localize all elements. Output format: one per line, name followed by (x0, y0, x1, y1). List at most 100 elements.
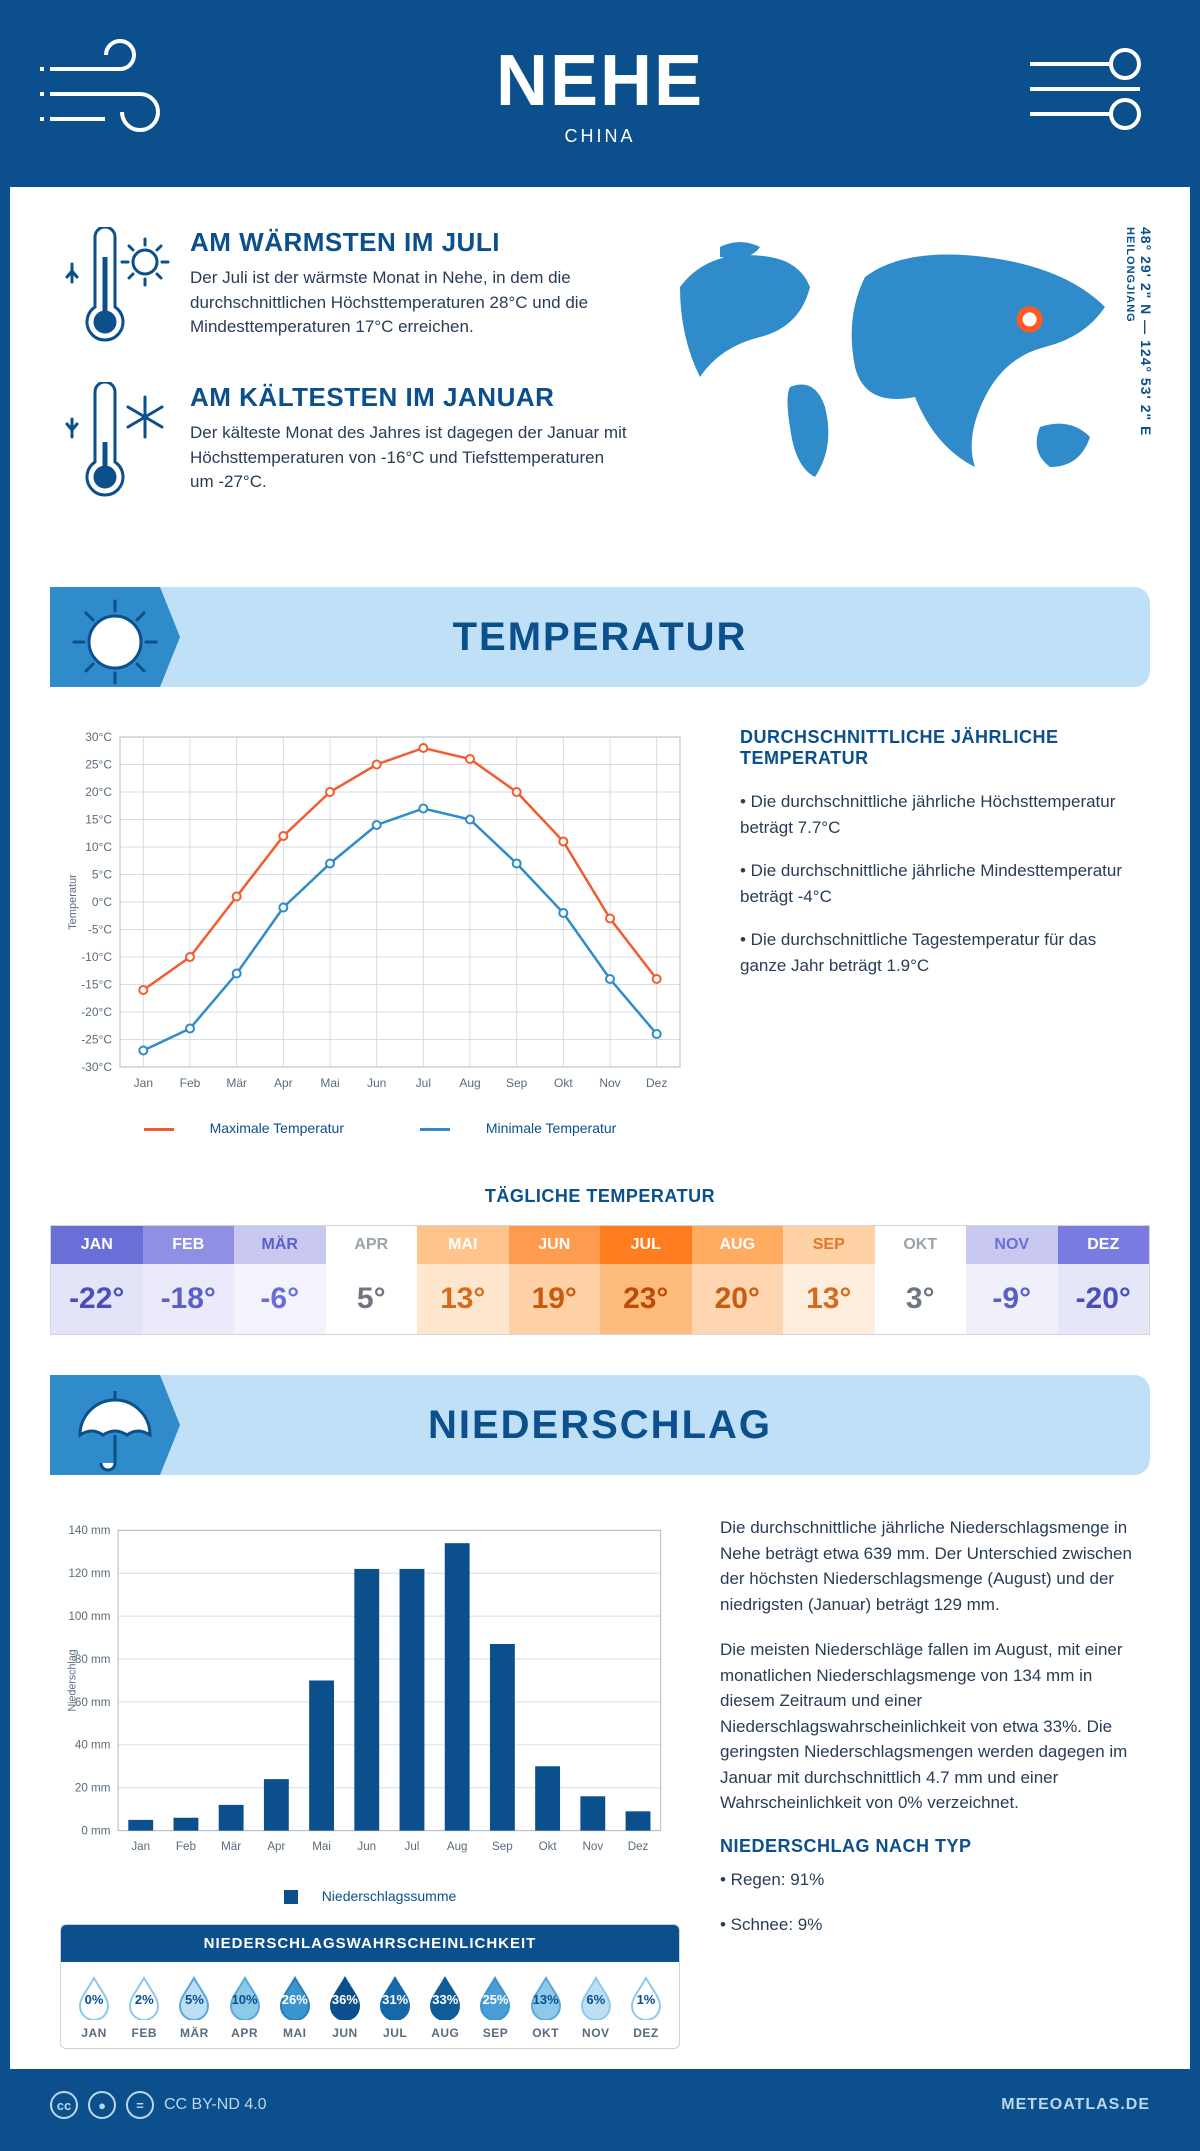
country-subtitle: CHINA (50, 126, 1150, 147)
daily-cell: MAI 13° (417, 1226, 509, 1334)
svg-text:120 mm: 120 mm (68, 1567, 110, 1580)
svg-text:20 mm: 20 mm (75, 1782, 110, 1795)
daily-cell: APR 5° (326, 1226, 418, 1334)
svg-text:Aug: Aug (459, 1076, 480, 1090)
raindrop-icon: 25% (478, 1976, 512, 2020)
svg-text:10°C: 10°C (85, 840, 112, 854)
probability-title: NIEDERSCHLAGSWAHRSCHEINLICHKEIT (61, 1925, 679, 1962)
daily-cell: JUN 19° (509, 1226, 601, 1334)
svg-text:Jul: Jul (405, 1840, 420, 1853)
sun-icon (70, 597, 160, 692)
city-title: NEHE (50, 40, 1150, 122)
raindrop-icon: 13% (529, 1976, 563, 2020)
svg-text:Nov: Nov (599, 1076, 620, 1090)
svg-text:Dez: Dez (628, 1840, 649, 1853)
raindrop-icon: 31% (378, 1976, 412, 2020)
probability-cell: 13% OKT (523, 1976, 569, 2040)
precipitation-banner: NIEDERSCHLAG (50, 1375, 1150, 1475)
license-text: CC BY-ND 4.0 (164, 2096, 267, 2114)
svg-text:20°C: 20°C (85, 785, 112, 799)
daily-temp-strip: JAN -22°FEB -18°MÄR -6°APR 5°MAI 13°JUN … (50, 1225, 1150, 1335)
probability-cell: 25% SEP (472, 1976, 518, 2040)
svg-text:80 mm: 80 mm (75, 1653, 110, 1666)
svg-text:Mai: Mai (320, 1076, 339, 1090)
daily-cell: DEZ -20° (1058, 1226, 1150, 1334)
svg-text:-15°C: -15°C (81, 978, 112, 992)
thermometer-sun-icon (60, 227, 170, 352)
temperature-chart: -30°C-25°C-20°C-15°C-10°C-5°C0°C5°C10°C1… (60, 727, 700, 1136)
warmest-title: AM WÄRMSTEN IM JULI (190, 227, 630, 258)
svg-text:Feb: Feb (176, 1840, 196, 1853)
svg-text:-10°C: -10°C (81, 950, 112, 964)
svg-text:Sep: Sep (506, 1076, 528, 1090)
probability-cell: 5% MÄR (171, 1976, 217, 2040)
svg-text:Dez: Dez (646, 1076, 667, 1090)
key-facts: AM WÄRMSTEN IM JULI Der Juli ist der wär… (60, 227, 630, 537)
license-block: cc ● = CC BY-ND 4.0 (50, 2091, 267, 2119)
coordinates-label: 48° 29' 2" N — 124° 53' 2" E HEILONGJIAN… (1122, 227, 1154, 436)
precipitation-heading: NIEDERSCHLAG (428, 1403, 772, 1448)
svg-text:0 mm: 0 mm (81, 1825, 110, 1838)
temp-bullet: • Die durchschnittliche Tagestemperatur … (740, 927, 1140, 978)
svg-text:15°C: 15°C (85, 813, 112, 827)
precip-type-bullet: • Regen: 91% (720, 1867, 1140, 1893)
umbrella-icon (70, 1385, 160, 1480)
raindrop-icon: 2% (127, 1976, 161, 2020)
by-icon: ● (88, 2091, 116, 2119)
raindrop-icon: 0% (77, 1976, 111, 2020)
probability-cell: 26% MAI (272, 1976, 318, 2040)
daily-cell: JAN -22° (51, 1226, 143, 1334)
warmest-fact: AM WÄRMSTEN IM JULI Der Juli ist der wär… (60, 227, 630, 352)
probability-cell: 33% AUG (422, 1976, 468, 2040)
thermometer-snow-icon (60, 382, 170, 507)
svg-text:25°C: 25°C (85, 758, 112, 772)
svg-text:Jul: Jul (416, 1076, 431, 1090)
svg-text:140 mm: 140 mm (68, 1524, 110, 1537)
coldest-title: AM KÄLTESTEN IM JANUAR (190, 382, 630, 413)
top-info-row: AM WÄRMSTEN IM JULI Der Juli ist der wär… (10, 187, 1190, 567)
svg-text:Feb: Feb (180, 1076, 201, 1090)
precip-type-bullet: • Schnee: 9% (720, 1912, 1140, 1938)
daily-cell: MÄR -6° (234, 1226, 326, 1334)
svg-text:30°C: 30°C (85, 730, 112, 744)
daily-temp-title: TÄGLICHE TEMPERATUR (10, 1186, 1190, 1207)
svg-text:Nov: Nov (582, 1840, 603, 1853)
svg-text:Sep: Sep (492, 1840, 513, 1853)
site-credit: METEOATLAS.DE (1001, 2096, 1150, 2114)
svg-text:Jan: Jan (131, 1840, 150, 1853)
daily-cell: NOV -9° (966, 1226, 1058, 1334)
svg-text:-5°C: -5°C (88, 923, 112, 937)
probability-cell: 2% FEB (121, 1976, 167, 2040)
svg-text:Apr: Apr (267, 1840, 285, 1853)
temperature-heading: TEMPERATUR (453, 615, 748, 660)
precipitation-summary: Die durchschnittliche jährliche Niedersc… (720, 1515, 1140, 2049)
svg-text:100 mm: 100 mm (68, 1610, 110, 1623)
cc-icon: cc (50, 2091, 78, 2119)
daily-cell: JUL 23° (600, 1226, 692, 1334)
daily-cell: OKT 3° (875, 1226, 967, 1334)
wind-icon-left (40, 34, 180, 149)
probability-cell: 0% JAN (71, 1976, 117, 2040)
precipitation-chart: 0 mm20 mm40 mm60 mm80 mm100 mm120 mm140 … (60, 1515, 680, 2049)
probability-cell: 1% DEZ (623, 1976, 669, 2040)
world-map-svg (660, 227, 1140, 507)
svg-text:40 mm: 40 mm (75, 1739, 110, 1752)
svg-text:Okt: Okt (539, 1840, 558, 1853)
raindrop-icon: 33% (428, 1976, 462, 2020)
wind-icon-right (1020, 34, 1160, 149)
probability-panel: NIEDERSCHLAGSWAHRSCHEINLICHKEIT 0% JAN 2… (60, 1924, 680, 2049)
avg-temp-title: DURCHSCHNITTLICHE JÄHRLICHE TEMPERATUR (740, 727, 1140, 769)
daily-cell: SEP 13° (783, 1226, 875, 1334)
nd-icon: = (126, 2091, 154, 2119)
svg-text:Jun: Jun (357, 1840, 376, 1853)
svg-text:Mär: Mär (226, 1076, 247, 1090)
svg-text:Mär: Mär (221, 1840, 241, 1853)
precipitation-section: 0 mm20 mm40 mm60 mm80 mm100 mm120 mm140 … (10, 1475, 1190, 2069)
temp-bullet: • Die durchschnittliche jährliche Höchst… (740, 789, 1140, 840)
raindrop-icon: 5% (177, 1976, 211, 2020)
temperature-summary: DURCHSCHNITTLICHE JÄHRLICHE TEMPERATUR •… (740, 727, 1140, 1136)
raindrop-icon: 10% (228, 1976, 262, 2020)
warmest-text: Der Juli ist der wärmste Monat in Nehe, … (190, 266, 630, 340)
location-marker-icon (1020, 309, 1040, 329)
svg-text:Jun: Jun (367, 1076, 386, 1090)
